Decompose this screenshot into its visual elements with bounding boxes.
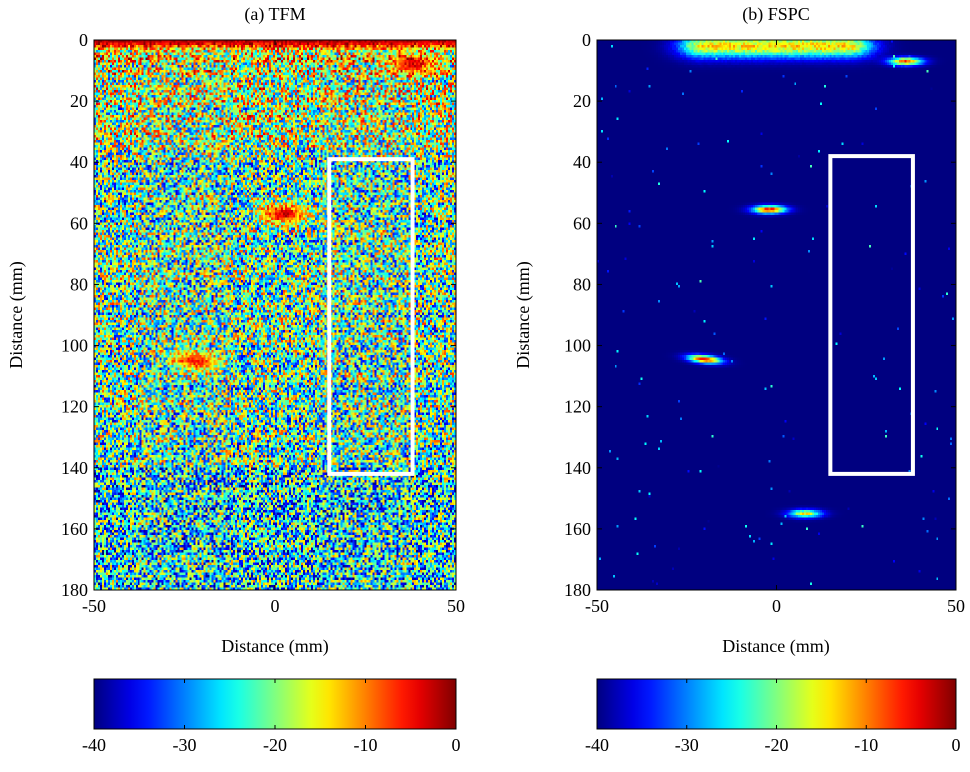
y-axis-label: Distance (mm) — [6, 261, 27, 368]
colorbar-tick-label: 0 — [452, 735, 461, 755]
colorbar-tick-label: 0 — [952, 735, 961, 755]
x-axis-label: Distance (mm) — [221, 636, 328, 657]
x-tick-label: 0 — [271, 596, 280, 616]
y-tick-label: 80 — [573, 274, 591, 294]
y-tick-label: 120 — [564, 397, 591, 417]
y-tick-label: 100 — [61, 336, 88, 356]
y-tick-label: 40 — [70, 152, 88, 172]
y-tick-label: 40 — [573, 152, 591, 172]
chart-panel-tfm: 0 20 40 60 80 100 120 140 160 180-50 0 50 (a) TFM Dis… — [6, 4, 465, 755]
y-tick-label: 20 — [573, 91, 591, 111]
y-tick-label: 160 — [61, 519, 88, 539]
x-tick-label: -50 — [585, 596, 609, 616]
chart-title: (a) TFM — [244, 4, 305, 25]
x-tick-label: 50 — [447, 596, 465, 616]
y-tick-label: 100 — [564, 336, 591, 356]
x-tick-label: 50 — [947, 596, 965, 616]
colorbar-tick-label: -20 — [263, 735, 287, 755]
chart-title: (b) FSPC — [742, 4, 810, 25]
y-tick-label: 80 — [70, 274, 88, 294]
y-tick-label: 60 — [573, 213, 591, 233]
x-tick-label: -50 — [82, 596, 106, 616]
y-tick-label: 180 — [564, 580, 591, 600]
x-axis-label: Distance (mm) — [722, 636, 829, 657]
colorbar — [93, 678, 457, 730]
y-axis-label: Distance (mm) — [513, 261, 534, 368]
y-tick-label: 120 — [61, 397, 88, 417]
y-tick-label: 60 — [70, 213, 88, 233]
colorbar-tick-label: -40 — [585, 735, 609, 755]
y-tick-label: 0 — [79, 30, 88, 50]
chart-panel-fspc: 0 20 40 60 80 100 120 140 160 180-50 0 50 (b) FSPC Di… — [513, 4, 965, 755]
colorbar-tick-label: -10 — [854, 735, 878, 755]
y-tick-label: 140 — [61, 458, 88, 478]
y-tick-label: 160 — [564, 519, 591, 539]
colorbar-tick-label: -40 — [82, 735, 106, 755]
heatmap-image — [94, 40, 456, 590]
x-tick-label: 0 — [772, 596, 781, 616]
colorbar-tick-label: -10 — [354, 735, 378, 755]
colorbar-tick-label: -20 — [765, 735, 789, 755]
y-tick-label: 140 — [564, 458, 591, 478]
roi-box — [828, 154, 915, 476]
y-tick-label: 20 — [70, 91, 88, 111]
y-tick-label: 0 — [582, 30, 591, 50]
y-tick-label: 180 — [61, 580, 88, 600]
colorbar-tick-label: -30 — [675, 735, 699, 755]
heatmap-image — [597, 40, 956, 590]
colorbar — [596, 678, 957, 730]
colorbar-tick-label: -30 — [173, 735, 197, 755]
roi-box — [327, 157, 415, 476]
